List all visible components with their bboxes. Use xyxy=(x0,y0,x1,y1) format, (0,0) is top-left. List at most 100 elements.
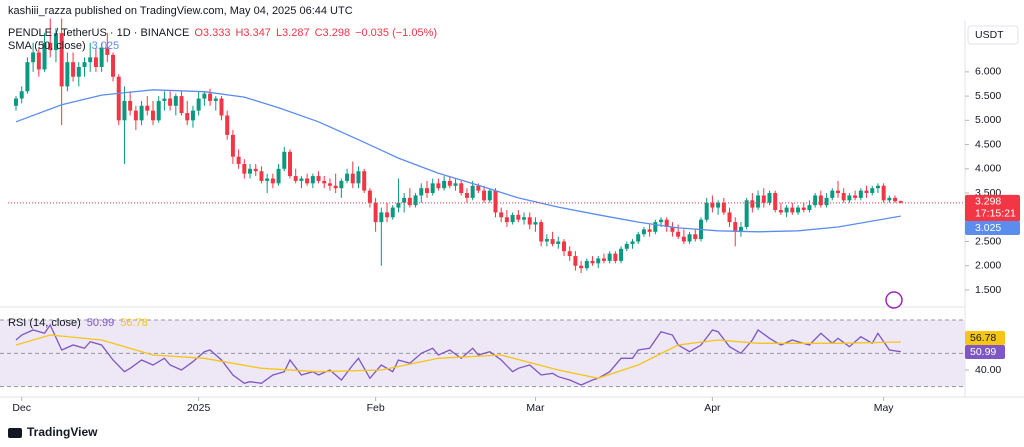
rsi-tag-label: 56.78 xyxy=(970,332,996,344)
candle-body xyxy=(459,183,464,194)
candle-body xyxy=(573,256,578,266)
y-tick-label: 4.000 xyxy=(975,163,1001,175)
candle-body xyxy=(65,62,70,87)
candle-body xyxy=(407,197,412,206)
x-tick-label: Apr xyxy=(704,402,721,414)
x-tick-label: Mar xyxy=(526,402,545,414)
candle-body xyxy=(847,195,852,201)
candle-body xyxy=(767,193,772,203)
candle-body xyxy=(710,202,715,208)
ohlc-value: L3.287 xyxy=(276,27,310,39)
candle-body xyxy=(13,98,18,106)
candle-body xyxy=(379,212,384,223)
x-tick-label: Dec xyxy=(12,402,31,414)
candle-body xyxy=(487,190,492,201)
candle-body xyxy=(265,178,270,181)
candle-body xyxy=(42,42,47,70)
candle-body xyxy=(818,195,823,206)
candle-body xyxy=(681,236,686,242)
candle-body xyxy=(499,212,504,218)
candle-body xyxy=(185,113,190,121)
candle-body xyxy=(704,202,709,220)
rsi-title: RSI (14, close) xyxy=(8,317,81,329)
candle-body xyxy=(162,98,167,101)
candle-body xyxy=(36,52,41,70)
last-price-label: 3.298 xyxy=(975,196,1001,208)
candle-body xyxy=(287,151,292,177)
header: PENDLE / TetherUS · 1D · BINANCE O3.333 H3… xyxy=(8,27,437,39)
y-tick-label: 40.00 xyxy=(975,364,1001,376)
candle-body xyxy=(385,212,390,218)
candle-body xyxy=(453,183,458,186)
candle-body xyxy=(898,201,903,203)
last-price-tag xyxy=(965,194,1020,222)
candle-body xyxy=(253,168,258,172)
candle-body xyxy=(533,222,538,225)
candle-body xyxy=(624,243,629,249)
candle-body xyxy=(219,98,224,116)
candle-body xyxy=(150,110,155,121)
candle-body xyxy=(750,200,755,208)
candle-body xyxy=(476,185,481,191)
candle-body xyxy=(607,253,612,261)
ohlc-value: −0.035 (−1.05%) xyxy=(355,27,437,39)
candle-body xyxy=(322,180,327,184)
candle-body xyxy=(482,190,487,201)
candle-body xyxy=(133,110,138,121)
line xyxy=(15,334,901,379)
candle-body xyxy=(105,47,110,55)
y-tick-label: 4.500 xyxy=(975,138,1001,150)
candle-body xyxy=(773,193,778,210)
candle-body xyxy=(424,188,429,194)
author-line: kashiii_razza published on TradingView.c… xyxy=(8,5,353,17)
candle-body xyxy=(619,248,624,261)
candle-body xyxy=(539,222,544,242)
candle-body xyxy=(93,57,98,68)
candle-body xyxy=(202,93,207,99)
candle-body xyxy=(504,217,509,223)
candle-body xyxy=(875,185,880,189)
footer-brand: TradingView xyxy=(27,425,98,439)
candle-body xyxy=(367,190,372,203)
candle-body xyxy=(116,76,121,121)
rsi-value: 56.78 xyxy=(120,317,148,329)
candle-body xyxy=(716,202,721,208)
candle-body xyxy=(556,241,561,244)
rsi-value: 50.99 xyxy=(87,317,115,329)
candle-body xyxy=(470,185,475,198)
sma-tag-label: 3.025 xyxy=(975,222,1001,234)
y-tick-label: 5.000 xyxy=(975,114,1001,126)
ohlc-value: C3.298 xyxy=(315,27,350,39)
ohlc-value: O3.333 xyxy=(194,27,230,39)
sma-value: 3.025 xyxy=(92,40,120,52)
candle-body xyxy=(31,52,36,63)
candle-body xyxy=(350,173,355,184)
alert-icon[interactable] xyxy=(885,291,903,309)
candle-body xyxy=(858,190,863,198)
candle-body xyxy=(887,197,892,201)
candle-body xyxy=(345,173,350,181)
candle-body xyxy=(527,217,532,225)
candle-body xyxy=(801,207,806,210)
candle-body xyxy=(630,241,635,244)
candle-body xyxy=(824,197,829,206)
candle-body xyxy=(373,202,378,223)
candle-body xyxy=(71,62,76,77)
candle-body xyxy=(305,178,310,184)
candle-body xyxy=(419,188,424,196)
candle-body xyxy=(259,171,264,181)
countdown: 17:15:21 xyxy=(975,208,1016,220)
candle-body xyxy=(88,57,93,63)
candle-body xyxy=(362,171,367,191)
x-tick-label: Feb xyxy=(367,402,385,414)
footer-logo xyxy=(8,428,22,438)
candle-body xyxy=(601,258,606,261)
candle-body xyxy=(430,183,435,194)
candle-body xyxy=(356,171,361,184)
candle-body xyxy=(516,214,521,220)
candle-body xyxy=(436,183,441,189)
candle-body xyxy=(493,190,498,213)
candle-body xyxy=(25,62,30,92)
